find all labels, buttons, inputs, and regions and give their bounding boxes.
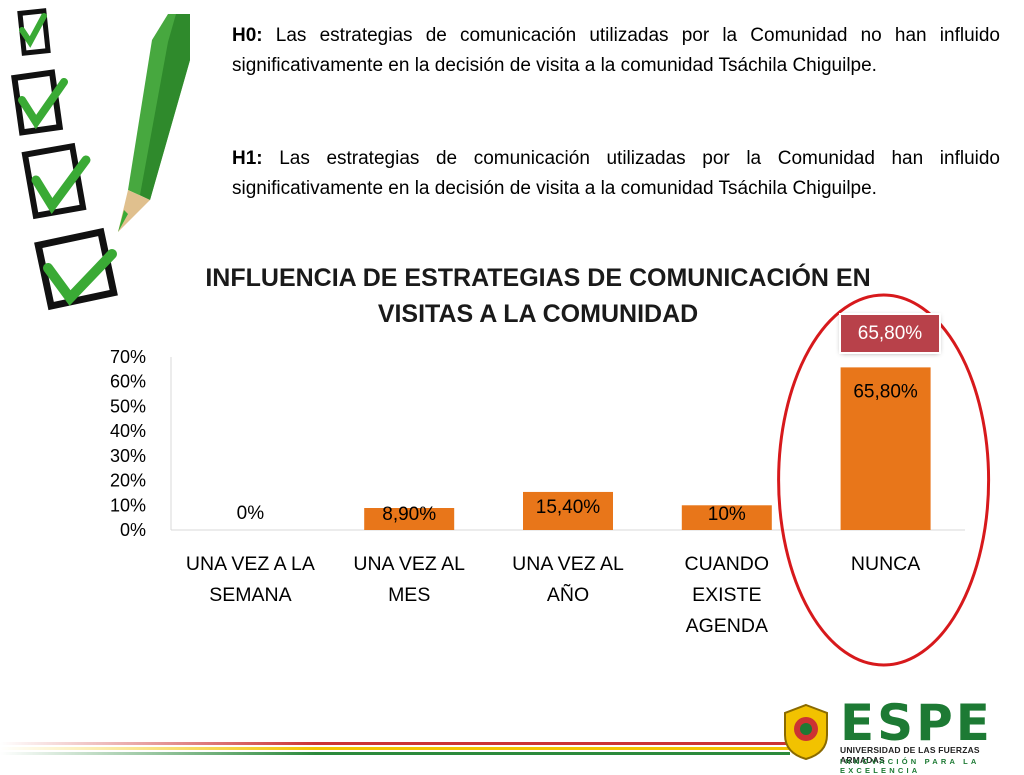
h1-text: Las estrategias de comunicación utilizad… — [232, 148, 1000, 199]
bar-chart: 0% 10% 20% 30% 40% 50% 60% 70% 0% UNA VEZ A LA SEM… — [110, 293, 991, 667]
y-tick-label: 20% — [110, 471, 146, 491]
highlight-callout: 65,80% — [841, 315, 939, 352]
footer — [0, 724, 1024, 768]
university-motto: INNOVACIÓN PARA LA EXCELENCIA — [840, 757, 980, 775]
bar — [681, 505, 772, 530]
y-tick-label: 50% — [110, 396, 146, 416]
highlight-ellipse — [777, 293, 991, 667]
espe-logo: ESPE — [840, 694, 993, 752]
data-label: 0% — [237, 503, 265, 524]
data-label: 15,40% — [536, 497, 601, 518]
university-name: UNIVERSIDAD DE LAS FUERZAS ARMADAS — [840, 745, 980, 765]
chart-title: INFLUENCIA DE ESTRATEGIAS DE COMUNICACIÓ… — [150, 260, 926, 332]
data-label: 65,80% — [853, 381, 918, 402]
x-category-label: AGENDA — [686, 615, 768, 637]
footer-green-stripe — [0, 752, 790, 755]
x-category-label: UNA VEZ A LA — [186, 553, 315, 575]
hypothesis-h1: H1: Las estrategias de comunicación util… — [232, 144, 1000, 204]
y-tick-label: 70% — [110, 347, 146, 367]
y-tick-label: 0% — [120, 520, 146, 540]
footer-yellow-stripe — [0, 747, 790, 750]
pencil-icon — [118, 14, 190, 232]
checklist-pencil-illustration — [11, 8, 190, 311]
x-category-label: CUANDO — [685, 553, 770, 575]
x-category-label: MES — [388, 584, 430, 606]
chart-title-line-2: VISITAS A LA COMUNIDAD — [377, 300, 699, 328]
x-category-label: NUNCA — [851, 553, 920, 575]
bar — [523, 491, 613, 530]
y-tick-label: 30% — [110, 446, 146, 466]
y-tick-label: 40% — [110, 421, 146, 441]
x-category-label: UNA VEZ AL — [353, 553, 465, 575]
chart-title-line-1: INFLUENCIA DE ESTRATEGIAS DE COMUNICACIÓ… — [205, 264, 871, 292]
checkbox-1-icon — [17, 8, 51, 56]
data-label: 10% — [708, 504, 746, 525]
x-category-label: EXISTE — [692, 584, 761, 606]
hypothesis-h0: H0: Las estrategias de comunicación util… — [232, 21, 1000, 81]
y-tick-label: 10% — [110, 495, 146, 515]
data-label: 8,90% — [382, 504, 436, 525]
bar — [840, 367, 931, 530]
y-tick-label: 60% — [110, 372, 146, 392]
checkbox-4-icon — [34, 227, 118, 311]
x-category-label: UNA VEZ AL — [512, 553, 624, 575]
h0-label: H0: — [232, 25, 263, 46]
university-seal-icon — [784, 703, 828, 761]
checkbox-2-icon — [11, 69, 68, 136]
x-category-label: SEMANA — [209, 584, 291, 606]
x-category-label: AÑO — [547, 582, 589, 606]
h0-text: Las estrategias de comunicación utilizad… — [232, 25, 1000, 76]
footer-red-stripe — [0, 742, 790, 745]
bar — [364, 508, 455, 530]
checkbox-3-icon — [21, 142, 91, 220]
h1-label: H1: — [232, 148, 263, 169]
